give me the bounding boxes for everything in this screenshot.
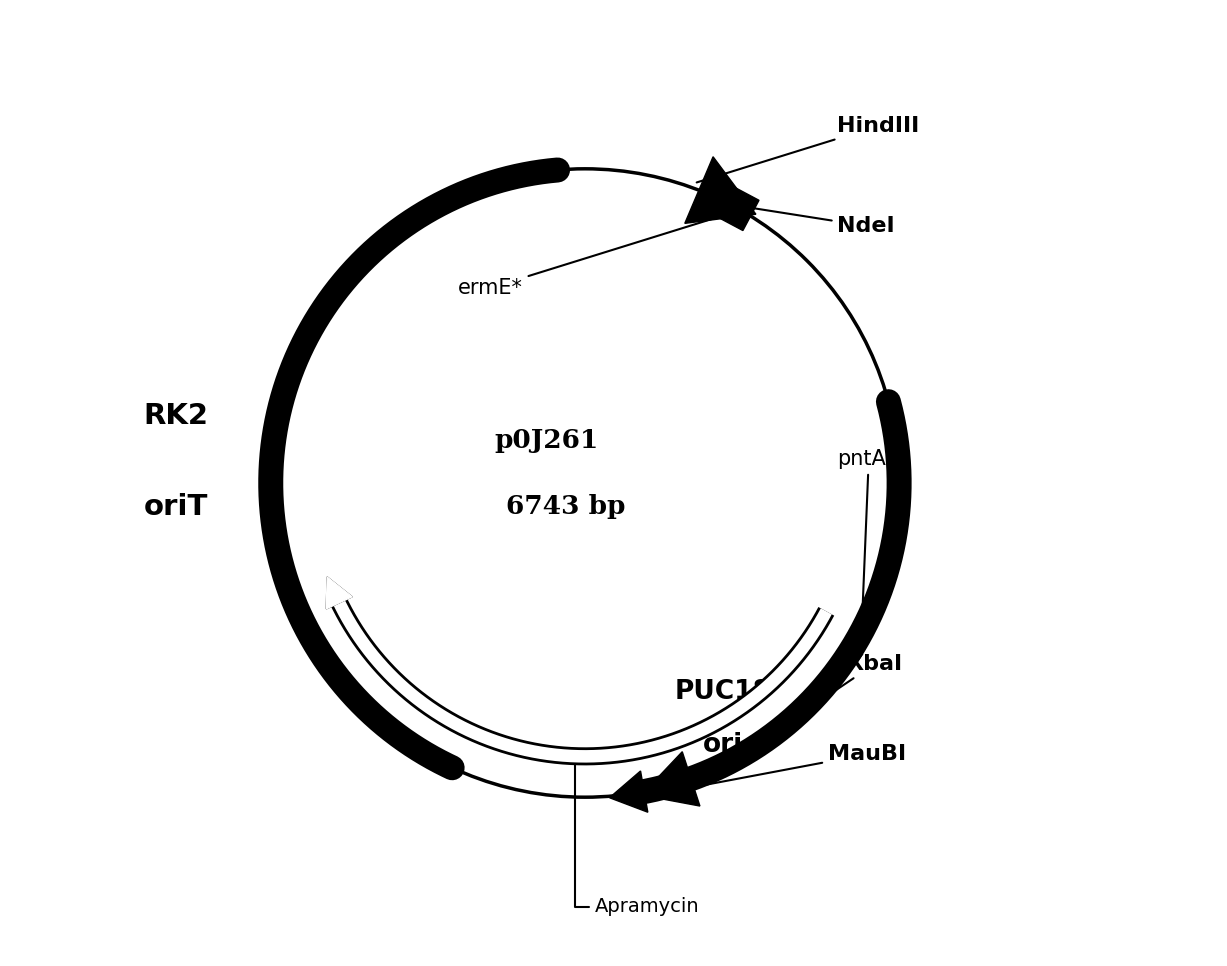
Text: Apramycin: Apramycin xyxy=(575,763,699,916)
Text: XbaI: XbaI xyxy=(707,654,903,778)
Text: oriT: oriT xyxy=(144,493,207,521)
Text: p0J261: p0J261 xyxy=(494,428,599,453)
Text: ermE*: ermE* xyxy=(458,214,725,298)
Text: ori: ori xyxy=(703,732,744,758)
Polygon shape xyxy=(610,771,648,812)
Text: MauBI: MauBI xyxy=(643,745,906,797)
Polygon shape xyxy=(326,577,352,609)
Text: RK2: RK2 xyxy=(144,403,209,430)
Polygon shape xyxy=(706,181,760,231)
Polygon shape xyxy=(685,156,756,223)
Polygon shape xyxy=(326,577,352,609)
Text: HindIII: HindIII xyxy=(697,116,919,183)
Polygon shape xyxy=(642,752,699,806)
Text: PUC18: PUC18 xyxy=(675,679,772,705)
Text: 6743 bp: 6743 bp xyxy=(507,495,626,520)
Text: pntAB: pntAB xyxy=(837,449,901,639)
Text: NdeI: NdeI xyxy=(747,207,894,236)
